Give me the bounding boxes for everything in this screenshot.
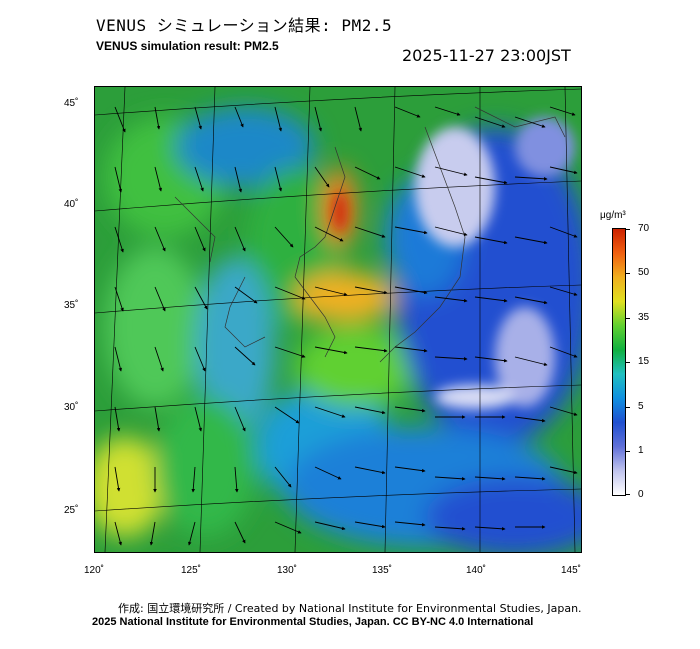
lat-label-40: 40˚ bbox=[64, 199, 79, 210]
pm25-map bbox=[94, 86, 582, 553]
colorbar-label-50: 50 bbox=[638, 267, 650, 278]
lon-label-140: 140˚ bbox=[466, 565, 487, 576]
coastlines bbox=[174, 106, 566, 363]
colorbar-label-35: 35 bbox=[638, 312, 650, 323]
copyright-line: 2025 National Institute for Environmenta… bbox=[92, 616, 534, 628]
colorbar-label-15: 15 bbox=[638, 356, 650, 367]
colorbar-unit: μg/m³ bbox=[600, 210, 626, 221]
lon-label-125: 125˚ bbox=[181, 565, 202, 576]
lon-label-130: 130˚ bbox=[277, 565, 298, 576]
timestamp: 2025-11-27 23:00JST bbox=[402, 46, 571, 65]
lon-label-145: 145˚ bbox=[561, 565, 582, 576]
colorbar-label-0: 0 bbox=[638, 489, 644, 500]
colorbar-tick bbox=[625, 273, 630, 274]
title-english: VENUS simulation result: PM2.5 bbox=[96, 39, 279, 53]
colorbar-label-5: 5 bbox=[638, 401, 644, 412]
lon-label-120: 120˚ bbox=[84, 565, 105, 576]
colorbar-tick bbox=[625, 451, 630, 452]
lat-label-35: 35˚ bbox=[64, 300, 79, 311]
colorbar-label-70: 70 bbox=[638, 223, 650, 234]
title-japanese: VENUS シミュレーション結果: PM2.5 bbox=[96, 16, 393, 35]
wind-vectors bbox=[114, 106, 578, 546]
pm25-concentration-field bbox=[95, 87, 581, 552]
colorbar-tick bbox=[625, 362, 630, 363]
lat-label-30: 30˚ bbox=[64, 402, 79, 413]
colorbar-tick bbox=[625, 407, 630, 408]
colorbar-tick bbox=[625, 229, 630, 230]
colorbar-label-1: 1 bbox=[638, 445, 644, 456]
lat-label-45: 45˚ bbox=[64, 98, 79, 109]
lon-label-135: 135˚ bbox=[372, 565, 393, 576]
colorbar-tick bbox=[625, 318, 630, 319]
lat-label-25: 25˚ bbox=[64, 505, 79, 516]
credit-line-japanese: 作成: 国立環境研究所 / Created by National Instit… bbox=[118, 602, 582, 615]
colorbar bbox=[612, 228, 626, 496]
colorbar-tick bbox=[625, 494, 630, 495]
graticule bbox=[95, 87, 581, 552]
